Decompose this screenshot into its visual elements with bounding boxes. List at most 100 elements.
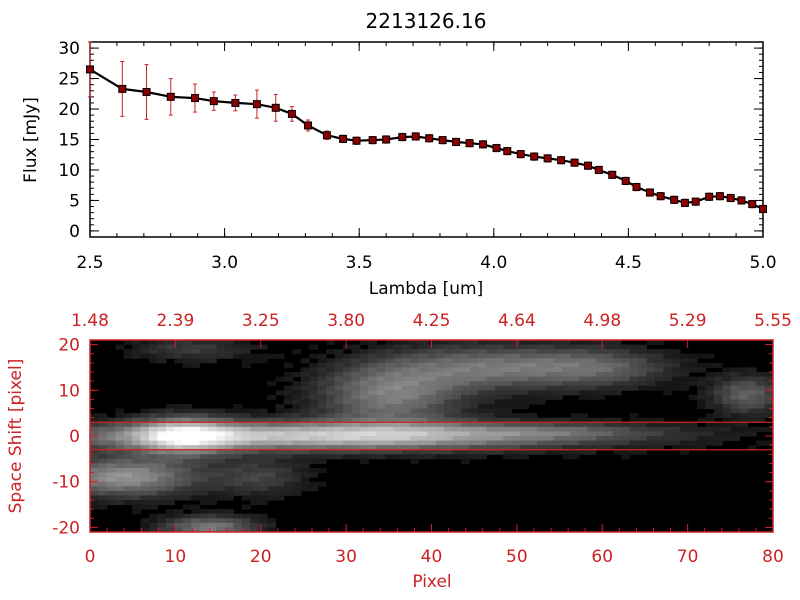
image-pixel	[309, 372, 319, 378]
image-pixel	[182, 486, 192, 492]
image-pixel	[208, 509, 217, 515]
image-pixel	[140, 440, 150, 446]
image-pixel	[199, 509, 209, 515]
image-pixel	[587, 449, 597, 455]
image-pixel	[621, 436, 631, 442]
image-pixel	[208, 422, 217, 428]
image-pixel	[98, 449, 108, 455]
image-pixel	[258, 413, 268, 419]
image-pixel	[452, 372, 462, 378]
image-pixel	[292, 385, 302, 391]
image-pixel	[730, 390, 740, 396]
image-pixel	[342, 436, 352, 442]
image-pixel	[722, 422, 732, 428]
image-pixel	[342, 440, 352, 446]
chart-title: 2213126.16	[366, 9, 487, 33]
image-pixel	[503, 344, 513, 350]
image-pixel	[123, 477, 133, 483]
image-pixel	[528, 372, 538, 378]
image-pixel	[250, 458, 260, 464]
image-pixel	[562, 440, 572, 446]
image-pixel	[376, 436, 386, 442]
image-pixel	[545, 390, 555, 396]
image-pixel	[730, 385, 740, 391]
image-pixel	[671, 362, 681, 368]
image-pixel	[165, 509, 175, 515]
image-pixel	[342, 358, 352, 364]
image-pixel	[174, 426, 184, 432]
image-pixel	[536, 372, 546, 378]
image-pixel	[309, 468, 319, 474]
image-pixel	[520, 390, 529, 396]
image-pixel	[435, 436, 445, 442]
image-pixel	[444, 344, 454, 350]
image-pixel	[149, 486, 158, 492]
image-pixel	[385, 344, 395, 350]
image-pixel	[477, 408, 487, 414]
image-pixel	[191, 362, 201, 368]
data-point	[382, 135, 391, 144]
image-pixel	[469, 404, 479, 410]
image-pixel	[267, 417, 276, 423]
image-pixel	[241, 522, 251, 528]
image-pixel	[545, 353, 555, 359]
image-pixel	[595, 381, 605, 387]
data-point	[166, 92, 175, 101]
image-pixel	[722, 431, 732, 437]
image-pixel	[595, 440, 605, 446]
image-pixel	[106, 431, 116, 437]
image-pixel	[435, 431, 445, 437]
image-pixel	[604, 381, 614, 387]
image-pixel	[385, 417, 395, 423]
image-pixel	[123, 349, 133, 355]
image-pixel	[115, 413, 125, 419]
image-pixel	[629, 422, 639, 428]
image-pixel	[115, 445, 125, 451]
image-pixel	[359, 404, 369, 410]
image-pixel	[165, 413, 175, 419]
image-pixel	[739, 431, 749, 437]
image-x-ticks: 0 10 20 30 40 50 60 70 80	[85, 524, 784, 567]
image-pixel	[621, 426, 631, 432]
image-pixel	[292, 472, 302, 478]
image-pixel	[393, 449, 403, 455]
image-pixel	[621, 440, 631, 446]
image-pixel	[165, 426, 175, 432]
image-pixel	[309, 422, 319, 428]
image-pixel	[224, 349, 234, 355]
image-pixel	[671, 385, 681, 391]
data-point	[503, 147, 512, 156]
image-pixel	[629, 440, 639, 446]
image-pixel	[283, 458, 293, 464]
image-pixel	[376, 417, 386, 423]
image-pixel	[511, 399, 521, 405]
image-pixel	[174, 344, 184, 350]
image-pixel	[511, 381, 521, 387]
image-pixel	[486, 436, 496, 442]
image-pixel	[174, 454, 184, 460]
image-pixel	[376, 381, 386, 387]
image-pixel	[174, 436, 184, 442]
image-pixel	[410, 399, 420, 405]
image-pixel	[275, 426, 285, 432]
image-pixel	[410, 417, 420, 423]
image-pixel	[494, 422, 504, 428]
image-pixel	[90, 477, 99, 483]
image-pixel	[165, 472, 175, 478]
image-pixel	[494, 399, 504, 405]
image-pixel	[486, 349, 496, 355]
image-pixel	[334, 449, 344, 455]
image-pixel	[132, 413, 142, 419]
image-pixel	[587, 376, 597, 382]
image-pixel	[233, 472, 243, 478]
image-pixel	[477, 349, 487, 355]
image-pixel	[435, 367, 445, 373]
image-pixel	[587, 349, 597, 355]
image-pixel	[638, 440, 648, 446]
image-pixel	[545, 417, 555, 423]
image-pixel	[182, 490, 192, 496]
image-pixel	[359, 362, 369, 368]
image-pixel	[359, 426, 369, 432]
image-pixel	[191, 513, 201, 519]
image-pixel	[528, 340, 538, 346]
